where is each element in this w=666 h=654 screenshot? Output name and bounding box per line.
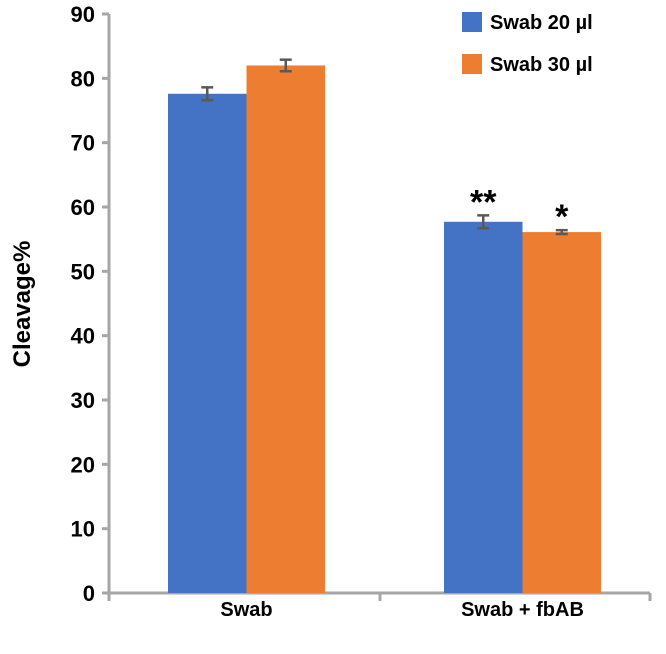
y-tick-label: 0 xyxy=(83,581,95,606)
y-tick-label: 90 xyxy=(71,2,95,27)
x-tick-label: Swab + fbAB xyxy=(461,599,584,621)
y-tick-label: 40 xyxy=(71,324,95,349)
bar-1-0 xyxy=(444,221,523,593)
bar-1-1 xyxy=(522,232,601,593)
legend-label: Swab 20 µl xyxy=(490,12,593,34)
y-axis-label: Cleavage% xyxy=(9,241,36,368)
y-tick-label: 80 xyxy=(71,66,95,91)
bar-0-0 xyxy=(168,93,247,594)
x-tick-label: Swab xyxy=(220,599,272,621)
error-bar xyxy=(477,214,490,230)
y-tick-label: 50 xyxy=(71,259,95,284)
y-tick-label: 20 xyxy=(71,452,95,477)
error-bar xyxy=(279,58,292,73)
significance-label: * xyxy=(555,198,569,236)
y-tick-label: 60 xyxy=(71,195,95,220)
bar-0-1 xyxy=(246,65,325,593)
error-bar xyxy=(555,228,568,236)
y-tick-label: 70 xyxy=(71,131,95,156)
significance-label: ** xyxy=(470,183,497,221)
y-tick-label: 10 xyxy=(71,517,95,542)
legend-swatch xyxy=(462,12,482,32)
legend-swatch xyxy=(462,54,482,74)
error-bar xyxy=(201,86,214,102)
y-tick-label: 30 xyxy=(71,388,95,413)
legend-label: Swab 30 µl xyxy=(490,54,593,76)
